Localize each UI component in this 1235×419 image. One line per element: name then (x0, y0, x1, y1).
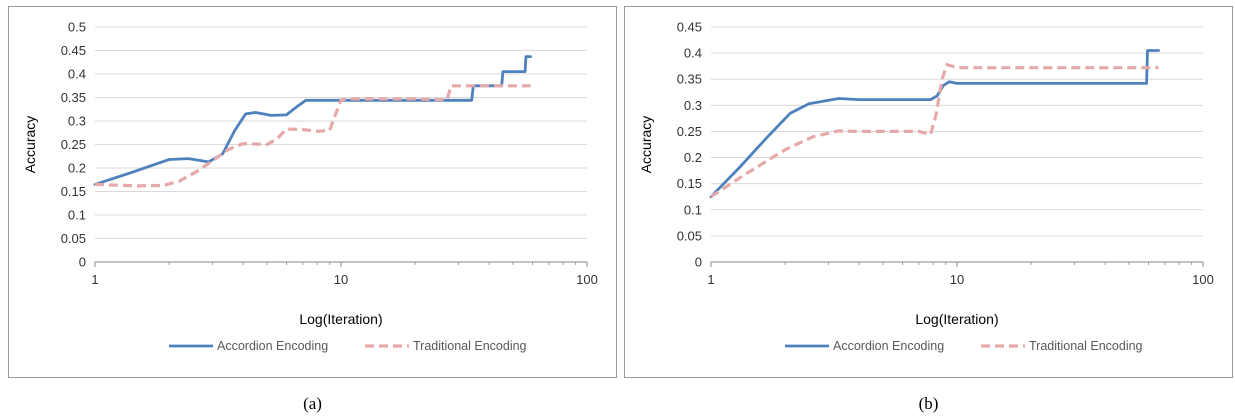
x-tick-label: 1 (91, 272, 98, 287)
y-tick-label: 0.4 (684, 46, 702, 61)
y-tick-label: 0.45 (677, 20, 702, 35)
y-axis-label: Accuracy (638, 116, 654, 174)
y-tick-label: 0.15 (61, 184, 86, 199)
y-tick-label: 0.25 (61, 137, 86, 152)
legend-traditional-label: Traditional Encoding (1029, 339, 1143, 353)
y-tick-label: 0.1 (684, 202, 702, 217)
y-tick-label: 0.2 (68, 161, 86, 176)
y-tick-label: 0.15 (677, 176, 702, 191)
y-axis-label: Accuracy (22, 116, 38, 174)
y-tick-label: 0.1 (68, 208, 86, 223)
y-tick-label: 0.5 (68, 20, 86, 35)
x-tick-label: 100 (576, 272, 598, 287)
legend-traditional-label: Traditional Encoding (413, 339, 527, 353)
series-accordion-encoding-line (709, 49, 1160, 199)
y-tick-label: 0.35 (61, 90, 86, 105)
caption-a: (a) (303, 394, 322, 413)
x-tick-label: 100 (1192, 272, 1214, 287)
y-tick-label: 0.35 (677, 72, 702, 87)
y-tick-label: 0 (79, 255, 86, 270)
chart-b-svg: 0 0.05 0.1 0.15 0.2 0.25 0.3 0.35 0.4 0.45 1 10 100 L… (638, 20, 1214, 354)
y-tick-label: 0.05 (677, 228, 702, 243)
legend-accordion-label: Accordion Encoding (833, 339, 944, 353)
caption-b: (b) (918, 394, 939, 413)
y-tick-label: 0.45 (61, 43, 86, 58)
x-axis-label: Log(Iteration) (299, 311, 382, 327)
chart-a-svg: 0 0.05 0.1 0.15 0.2 0.25 0.3 0.35 0.4 0.45 0.5 1 10 1… (22, 20, 598, 354)
series-traditional-encoding-line (94, 84, 531, 188)
legend-accordion-label: Accordion Encoding (217, 339, 328, 353)
series-traditional-encoding-line (710, 62, 1159, 199)
y-tick-label: 0.2 (684, 150, 702, 165)
y-tick-label: 0 (695, 255, 702, 270)
y-tick-label: 0.4 (68, 67, 86, 82)
series-accordion-encoding-line (93, 55, 532, 186)
y-tick-label: 0.05 (61, 231, 86, 246)
y-tick-label: 0.25 (677, 124, 702, 139)
x-axis-label: Log(Iteration) (915, 311, 998, 327)
chart-panel-b: 0 0.05 0.1 0.15 0.2 0.25 0.3 0.35 0.4 0.45 1 10 100 L… (624, 6, 1233, 378)
x-tick-label: 10 (950, 272, 964, 287)
y-tick-label: 0.3 (684, 98, 702, 113)
y-tick-label: 0.3 (68, 114, 86, 129)
x-tick-label: 10 (334, 272, 348, 287)
x-tick-label: 1 (707, 272, 714, 287)
chart-panel-a: 0 0.05 0.1 0.15 0.2 0.25 0.3 0.35 0.4 0.45 0.5 1 10 1… (8, 6, 617, 378)
